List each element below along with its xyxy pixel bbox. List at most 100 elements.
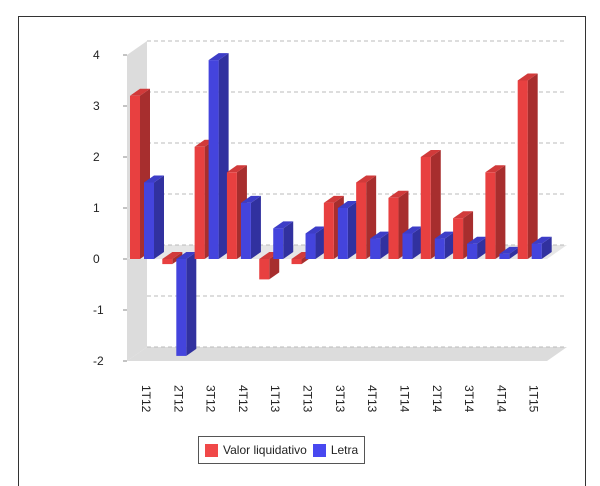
bar-top (531, 236, 552, 244)
x-tick-label: 2T14 (430, 385, 444, 413)
bar-front (130, 95, 140, 259)
bar-side (250, 195, 261, 259)
x-axis-labels: 1T12 2T12 3T12 4T12 1T13 2T13 3T13 4T13 1T14 2T14… (139, 385, 541, 413)
bar-side (527, 73, 538, 259)
legend-swatch-letra (312, 443, 326, 457)
bar-side (154, 175, 164, 259)
bar-front (337, 208, 348, 259)
bar-top (240, 195, 261, 203)
y-tick-label: 2 (93, 150, 100, 164)
legend-swatch-valor (205, 443, 218, 457)
floor (127, 347, 567, 361)
bar-front (499, 253, 510, 259)
bar-front (453, 218, 464, 259)
bar (531, 236, 552, 259)
legend-item-valor: Valor liquidativo (205, 443, 307, 457)
x-tick-label: 2T13 (301, 385, 315, 413)
legend-item-letra: Letra (312, 443, 359, 457)
bar-top (499, 246, 520, 254)
bar-front (291, 259, 302, 265)
bar-top (144, 175, 164, 183)
x-tick-label: 1T14 (397, 385, 411, 413)
bar (467, 236, 488, 259)
bar (420, 150, 441, 259)
bar (273, 221, 294, 259)
bar-side (315, 226, 326, 259)
bar-side (347, 201, 358, 259)
bar-top (273, 221, 294, 229)
bar-top (370, 231, 391, 239)
legend: Valor liquidativo Letra (198, 436, 366, 464)
bar-top (162, 252, 183, 259)
bar (499, 246, 520, 259)
x-tick-label: 3T13 (333, 385, 347, 413)
bar (240, 195, 261, 259)
bar-top (305, 226, 326, 234)
bar-side (186, 252, 197, 356)
x-tick-label: 4T12 (236, 385, 250, 413)
bar-front (305, 233, 316, 259)
bar (402, 226, 423, 259)
bar-side (380, 231, 391, 259)
y-tick-label: 1 (93, 201, 100, 215)
bar-top (337, 201, 358, 208)
bar-front (176, 259, 187, 356)
bar-front (356, 182, 367, 259)
x-tick-label: 4T13 (365, 385, 379, 413)
bar (162, 252, 183, 265)
bar-front (162, 259, 173, 265)
bar-top (517, 73, 538, 81)
bar-side (541, 236, 552, 259)
bar-front (434, 238, 445, 259)
bar-side (495, 165, 506, 259)
bar-top (388, 190, 409, 198)
legend-label-valor: Valor liquidativo (223, 443, 307, 457)
chart-frame: -2 -1 0 1 2 3 4 1T12 2T12 3T12 4T12 1T13 2T13 3T13 4T… (18, 16, 586, 486)
bar (337, 201, 358, 259)
bar-side (430, 150, 441, 259)
bar-front (402, 233, 413, 259)
bar-front (517, 80, 528, 259)
bar-side (412, 226, 423, 259)
bar-top (402, 226, 423, 234)
bar-top (176, 252, 197, 259)
bar (370, 231, 391, 259)
bar (144, 175, 164, 259)
bar-side (509, 246, 520, 259)
bar-top (485, 165, 506, 173)
bar-side (477, 236, 488, 259)
x-tick-label: 1T13 (268, 385, 282, 413)
bar-front (194, 146, 205, 259)
y-tick-label: -2 (93, 354, 104, 368)
legend-label-letra: Letra (330, 443, 359, 457)
bar-top (434, 231, 455, 239)
y-tick-label: 3 (93, 99, 100, 113)
bars (130, 53, 552, 356)
bar (517, 73, 538, 259)
x-tick-label: 4T14 (494, 385, 508, 413)
bar-side (283, 221, 294, 259)
bar-front (485, 172, 496, 259)
y-axis-ticks: -2 -1 0 1 2 3 4 (93, 48, 127, 368)
bar-front (467, 243, 478, 259)
bar (434, 231, 455, 259)
bar-front (259, 259, 270, 280)
bar-top (226, 165, 247, 173)
bar-front (323, 202, 334, 259)
bar-front (226, 172, 237, 259)
x-tick-label: 2T12 (171, 385, 185, 413)
bar (305, 226, 326, 259)
bar-top (356, 175, 377, 183)
bar-side (172, 252, 183, 265)
bar-top (208, 53, 229, 61)
bar-front (240, 202, 251, 259)
bar (485, 165, 506, 259)
bar-front (531, 243, 542, 259)
y-tick-label: 0 (93, 252, 100, 266)
bar-front (370, 238, 381, 259)
bar-front (273, 228, 284, 259)
bar-top (323, 195, 344, 203)
x-tick-label: 1T12 (139, 385, 153, 413)
bar-chart: -2 -1 0 1 2 3 4 1T12 2T12 3T12 4T12 1T13 2T13 3T13 4T… (93, 40, 567, 413)
x-tick-label: 3T14 (462, 385, 476, 413)
